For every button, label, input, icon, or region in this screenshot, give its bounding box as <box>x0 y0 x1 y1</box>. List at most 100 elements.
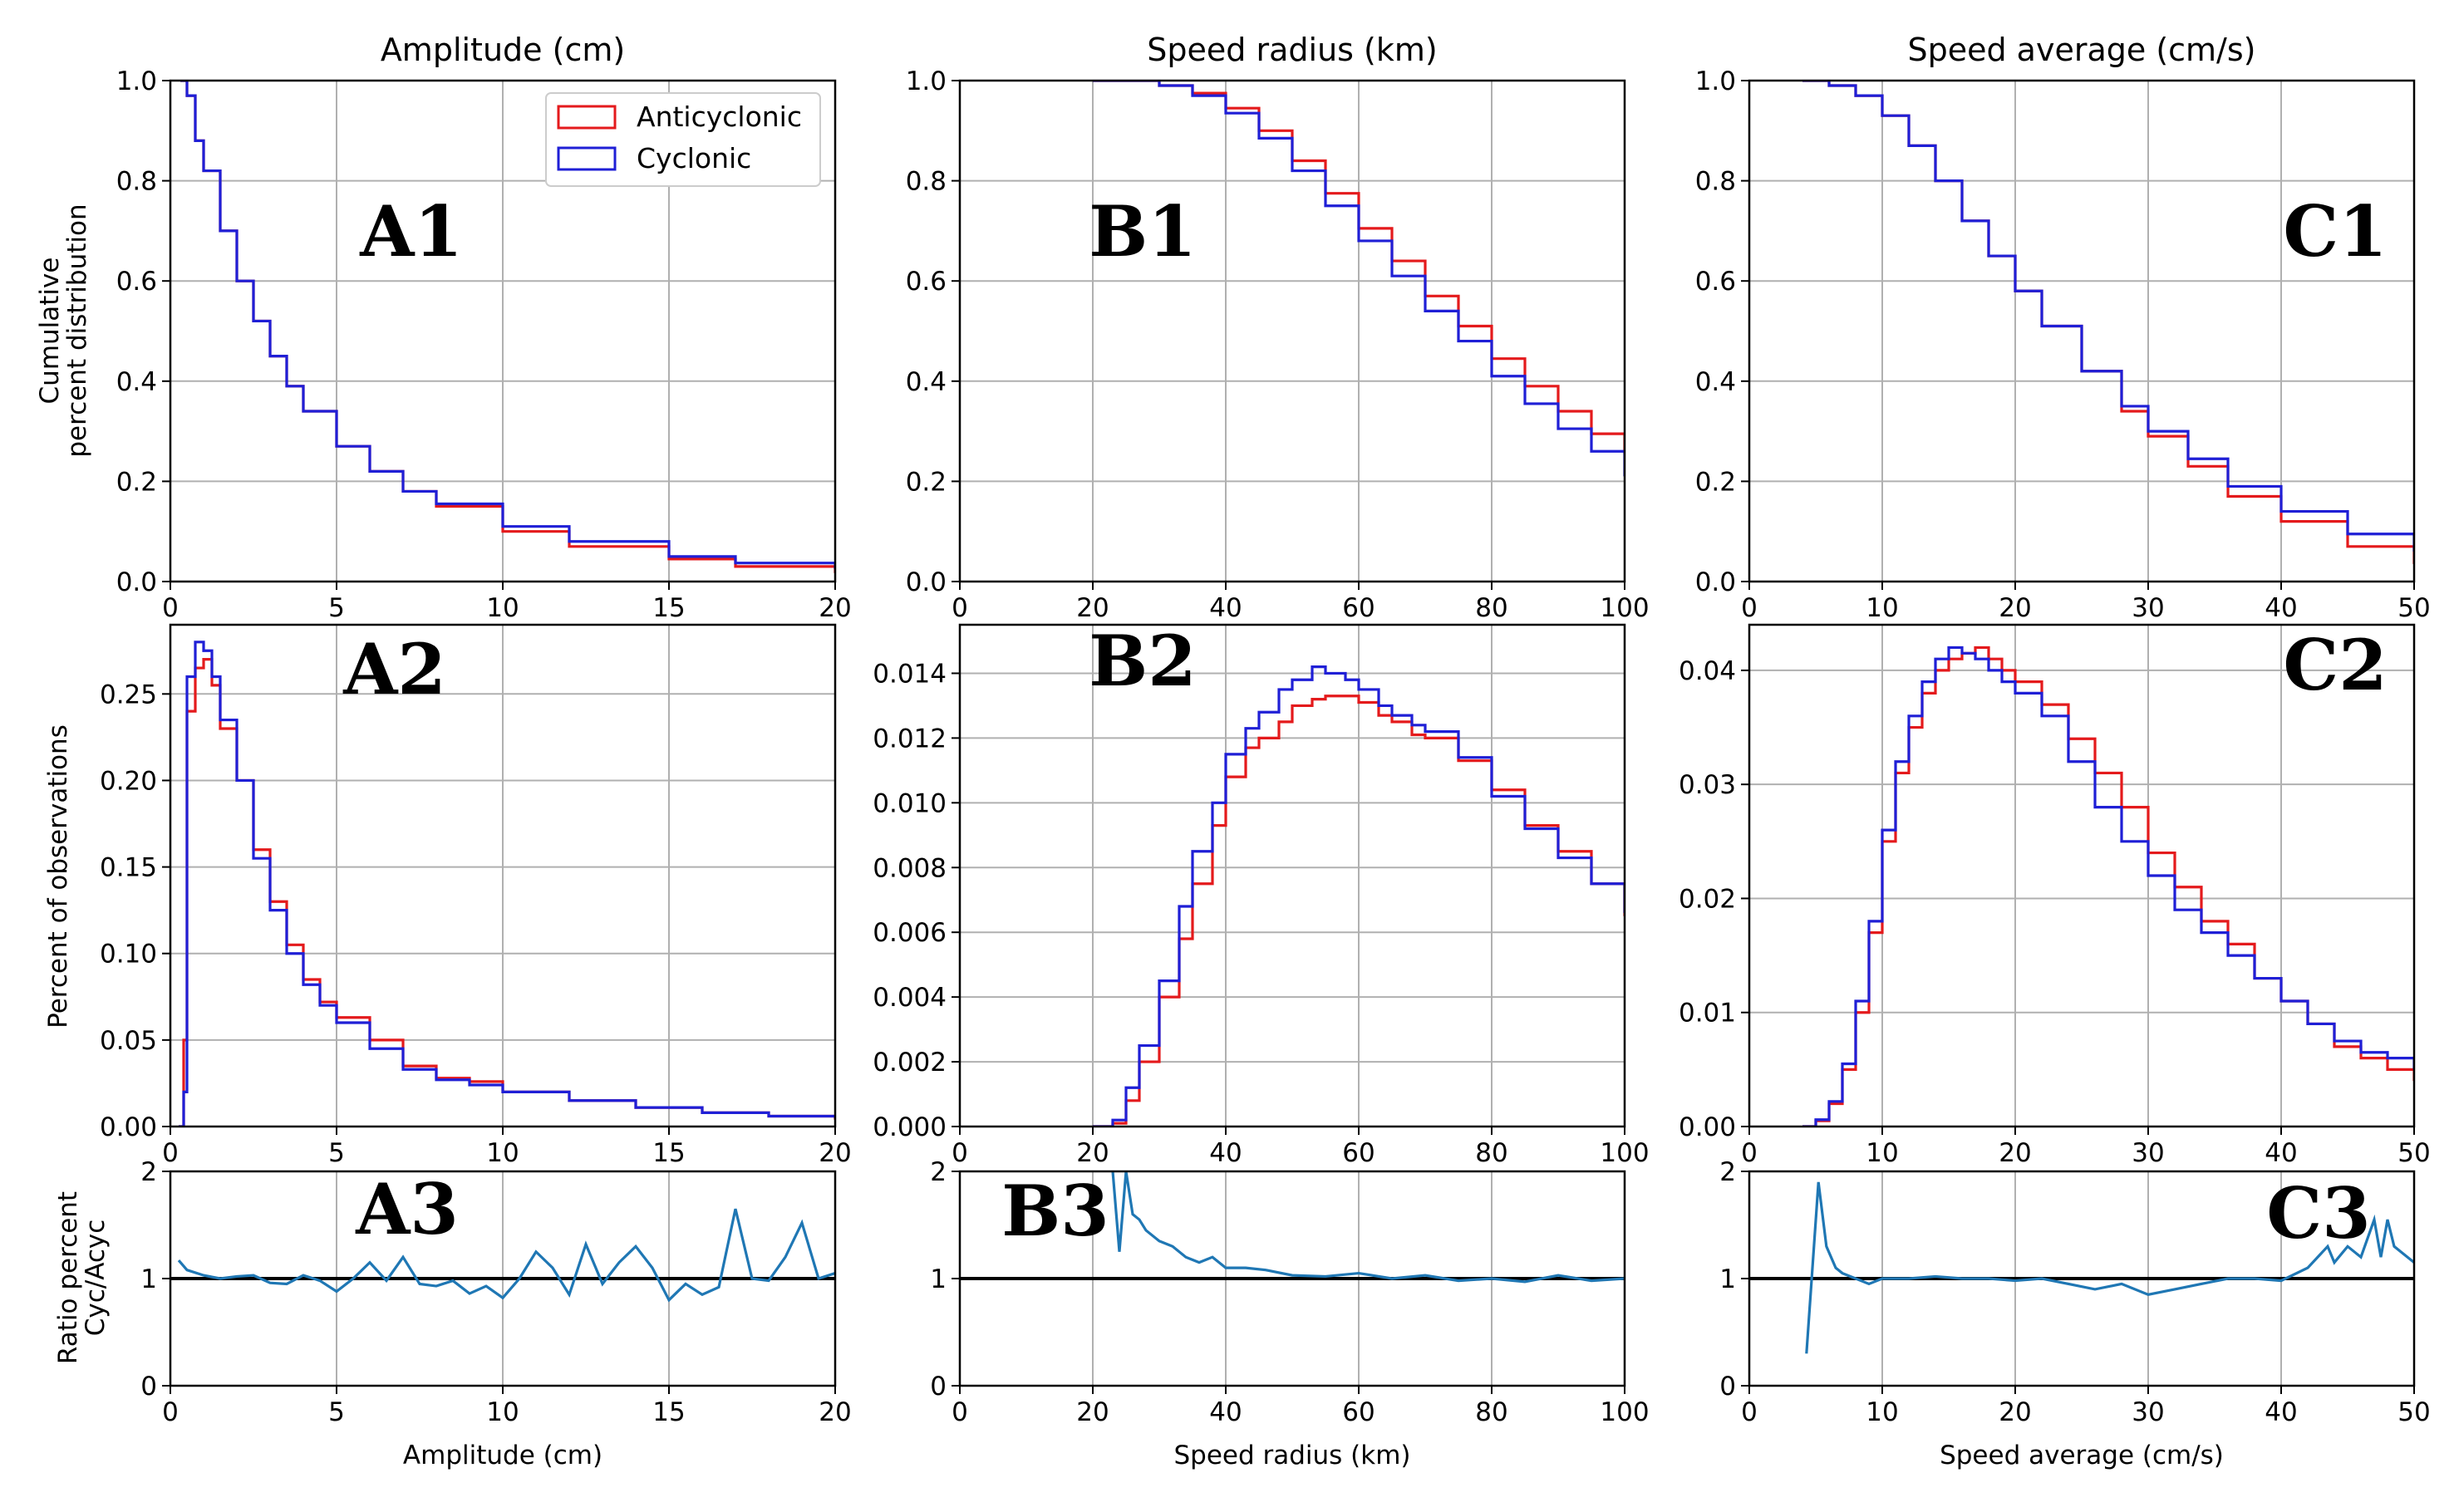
legend: Anticyclonic Cyclonic <box>545 92 821 187</box>
ytick-label: 0.002 <box>873 1048 947 1078</box>
ytick-label: 1.0 <box>906 66 947 96</box>
ytick-label: 0.2 <box>116 467 157 497</box>
panel-label-b3: B3 <box>1001 1170 1109 1252</box>
xtick-label: 30 <box>2132 593 2164 623</box>
plot-frame <box>958 79 1626 583</box>
xtick-label: 100 <box>1600 593 1649 623</box>
xtick-label: 10 <box>1866 593 1898 623</box>
series-line-anticyclonic <box>1093 81 1625 454</box>
ytick-label: 0.00 <box>100 1112 157 1142</box>
panel-label-a2: A2 <box>342 628 446 710</box>
xtick-label: 80 <box>1475 1397 1507 1427</box>
ytick-label: 0.6 <box>1695 267 1736 297</box>
ytick-label: 0.2 <box>906 467 947 497</box>
ytick-label: 0.04 <box>1679 656 1736 686</box>
series-group <box>1093 665 1625 1127</box>
ytick-label: 2 <box>140 1157 157 1187</box>
xtick-label: 40 <box>2265 1138 2297 1168</box>
series-line-cyc-acyc <box>1111 1171 1625 1284</box>
ytick-label: 0.05 <box>100 1026 157 1056</box>
ytick-label: 0.8 <box>906 167 947 197</box>
xtick-label: 5 <box>328 593 345 623</box>
xtick-label: 20 <box>1999 593 2031 623</box>
ytick-label: 0 <box>140 1372 157 1402</box>
ytick-label: 0.008 <box>873 853 947 883</box>
xtick-label: 20 <box>819 593 851 623</box>
ytick-label: 0.010 <box>873 788 947 818</box>
ytick-label: 0 <box>930 1372 947 1402</box>
panel-c2: 0 10 20 30 40 50 0.00 0.01 0.02 0.03 0.04 C2 <box>1679 623 2431 1168</box>
ytick-label: 0.01 <box>1679 999 1736 1028</box>
ytick-label: 1 <box>140 1264 157 1294</box>
ylabel-row3-line2: Cyc/Acyc <box>81 1220 111 1337</box>
xtick-label: 10 <box>486 593 519 623</box>
ytick-label: 0.2 <box>1695 467 1736 497</box>
xtick-label: 0 <box>1741 1397 1758 1427</box>
xtick-label: 0 <box>162 1138 179 1168</box>
plot-frame <box>169 1170 837 1387</box>
ytick-label: 0.15 <box>100 853 157 883</box>
xlabel-speed-average: Speed average (cm/s) <box>1940 1441 2224 1470</box>
series-group <box>180 81 835 573</box>
xtick-label: 20 <box>1076 1138 1109 1168</box>
xtick-label: 0 <box>1741 593 1758 623</box>
xtick-label: 40 <box>1209 1397 1242 1427</box>
series-group <box>1802 81 2414 564</box>
ylabel-row1-line2: percent distribution <box>62 204 92 457</box>
plot-frame <box>1748 623 2416 1128</box>
panel-c3: 0 10 20 30 40 50 0 1 2 C3 <box>1719 1157 2430 1427</box>
xtick-label: 50 <box>2397 1397 2430 1427</box>
xtick-label: 100 <box>1600 1138 1649 1168</box>
ytick-label: 0 <box>1719 1372 1736 1402</box>
plot-frame <box>1748 79 2416 583</box>
ytick-label: 0.03 <box>1679 770 1736 800</box>
xtick-label: 10 <box>486 1138 519 1168</box>
series-line-anticyclonic <box>1802 81 2414 564</box>
panel-label-c1: C1 <box>2283 190 2387 272</box>
xtick-label: 30 <box>2132 1138 2164 1168</box>
ytick-label: 1.0 <box>116 66 157 96</box>
series-group <box>177 1208 835 1303</box>
plot-frame <box>169 79 837 583</box>
panel-b1: 0 20 40 60 80 100 0.0 0.2 0.4 0.6 0.8 1.0 B1 <box>906 66 1650 623</box>
xtick-label: 0 <box>952 1138 968 1168</box>
series-line-cyc-acyc <box>177 1208 835 1303</box>
xtick-label: 20 <box>1999 1397 2031 1427</box>
legend-swatch-cyclonic <box>557 146 617 171</box>
legend-label-anticyclonic: Anticyclonic <box>637 101 802 133</box>
ylabel-row2: Percent of observations <box>43 724 73 1028</box>
ytick-label: 0.000 <box>873 1112 947 1142</box>
ylabel-row3-line1: Ratio percent <box>53 1191 83 1364</box>
series-group <box>179 641 835 1127</box>
xtick-label: 40 <box>1209 1138 1242 1168</box>
ytick-label: 0.0 <box>906 567 947 597</box>
xtick-label: 0 <box>952 1397 968 1427</box>
series-group <box>1093 81 1625 477</box>
ytick-label: 0.0 <box>116 567 157 597</box>
xtick-label: 10 <box>1866 1397 1898 1427</box>
ytick-label: 0.8 <box>116 167 157 197</box>
xtick-label: 30 <box>2132 1397 2164 1427</box>
plot-frame <box>169 623 837 1128</box>
ytick-label: 0.10 <box>100 940 157 970</box>
ylabel-row1-line1: Cumulative <box>35 258 65 405</box>
ytick-label: 0.004 <box>873 983 947 1013</box>
xtick-label: 20 <box>1999 1138 2031 1168</box>
ytick-label: 0.02 <box>1679 884 1736 914</box>
ytick-label: 2 <box>1719 1157 1736 1187</box>
column-title-speed-average: Speed average (cm/s) <box>1907 32 2255 68</box>
xlabel-amplitude: Amplitude (cm) <box>403 1441 602 1470</box>
xtick-label: 10 <box>1866 1138 1898 1168</box>
panel-label-a1: A1 <box>359 190 463 272</box>
legend-label-cyclonic: Cyclonic <box>637 142 751 174</box>
xtick-label: 60 <box>1342 1397 1375 1427</box>
xtick-label: 15 <box>652 593 685 623</box>
xtick-label: 40 <box>2265 593 2297 623</box>
xtick-label: 0 <box>1741 1138 1758 1168</box>
xtick-label: 20 <box>1076 593 1109 623</box>
xtick-label: 5 <box>328 1397 345 1427</box>
series-line-cyclonic <box>1802 646 2414 1127</box>
panel-b2: 0 20 40 60 80 100 0.000 0.002 0.004 0.006 0.008 0.0… <box>873 620 1649 1168</box>
